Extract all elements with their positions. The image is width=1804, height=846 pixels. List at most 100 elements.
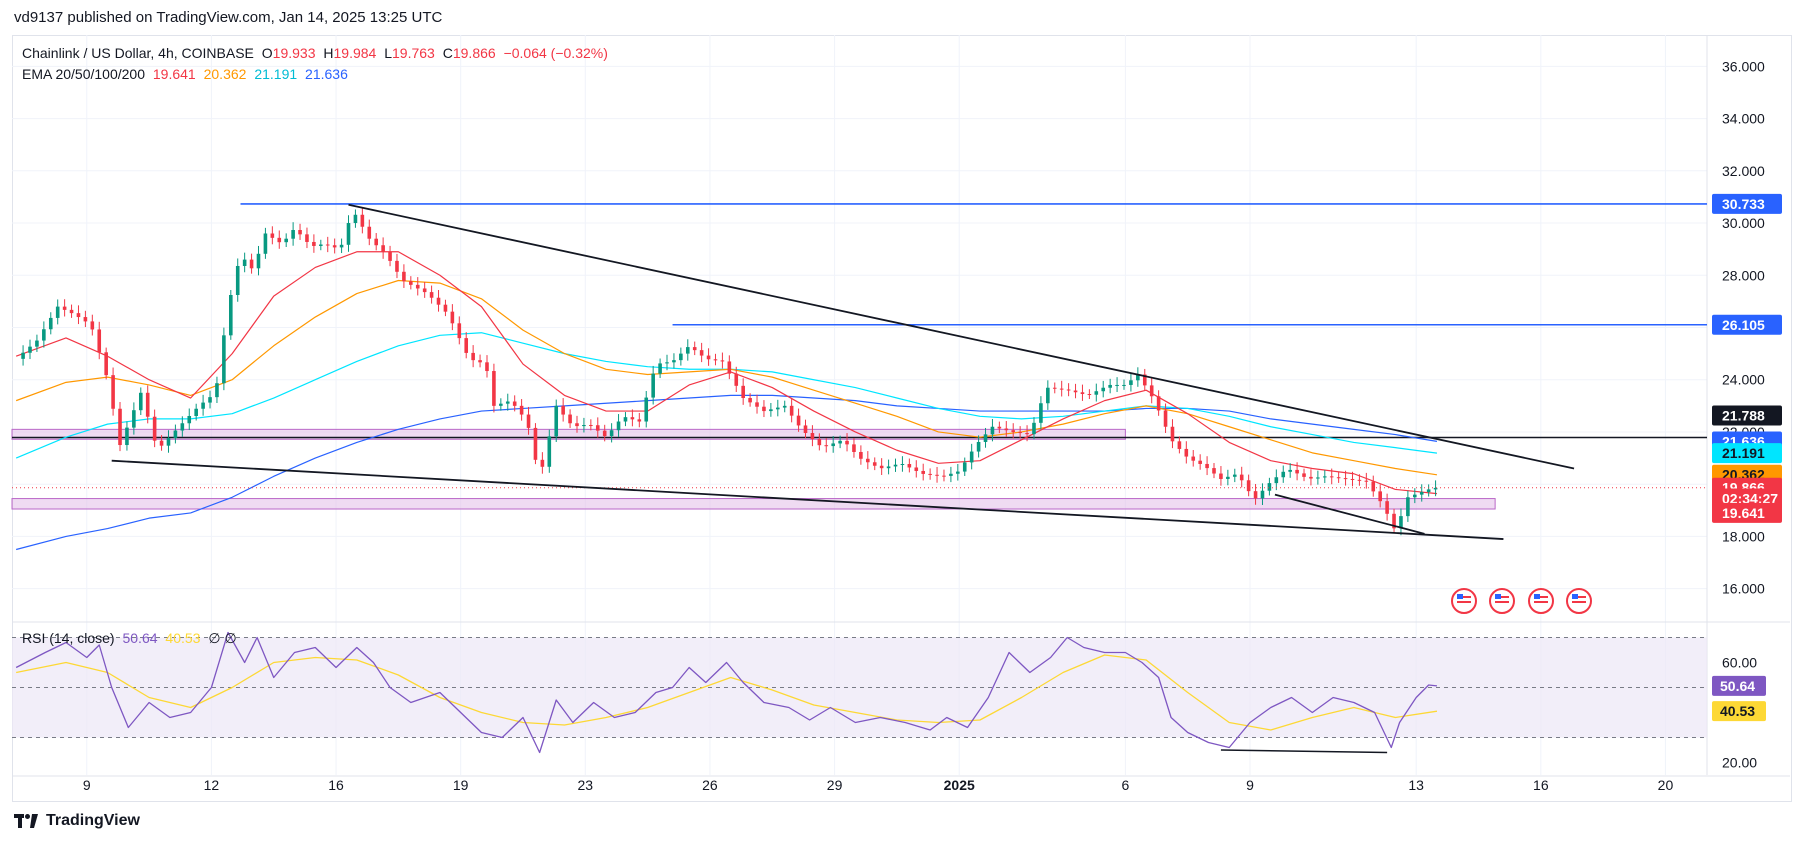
time-axis-tick: 16	[1533, 777, 1549, 793]
candle-body	[118, 408, 122, 446]
candle-body	[817, 439, 822, 446]
candle-body	[775, 407, 780, 410]
candle-body	[1052, 387, 1057, 389]
candle-body	[748, 398, 752, 403]
candle-body	[159, 440, 164, 446]
candle-body	[215, 383, 219, 398]
candle-body	[305, 234, 309, 242]
time-axis-tick: 26	[702, 777, 718, 793]
trendline	[348, 203, 1575, 470]
close-value: 19.866	[452, 45, 496, 61]
candle-body	[582, 425, 586, 427]
ema200-value: 21.636	[305, 66, 348, 82]
candle-body	[415, 284, 420, 289]
candle-body	[1260, 490, 1265, 499]
price-axis-tick: 16.000	[1722, 581, 1765, 597]
candle-body	[83, 317, 88, 322]
candle-body	[561, 405, 565, 415]
candle-body	[782, 405, 787, 408]
candle-body	[623, 417, 628, 422]
rsi-divergence-line	[1220, 749, 1388, 754]
flag-stripe	[1495, 601, 1509, 603]
time-axis-tick: 19	[453, 777, 469, 793]
candle-body	[852, 444, 856, 452]
candle-body	[457, 323, 462, 339]
candle-body	[319, 244, 323, 246]
ema20-line	[15, 251, 1438, 495]
candle-body	[519, 405, 524, 415]
time-axis-tick: 23	[578, 777, 594, 793]
price-label-bg	[1712, 502, 1782, 523]
candle-body	[21, 352, 25, 359]
tradingview-logo[interactable]: TradingView	[14, 812, 140, 830]
candle-body	[277, 237, 282, 243]
candle-body	[222, 335, 226, 384]
candle-body	[1309, 476, 1313, 479]
candle-body	[485, 362, 489, 372]
price-label-bg	[1712, 443, 1782, 464]
candle-body	[1288, 469, 1292, 472]
flag-canton	[1572, 594, 1578, 599]
candle-body	[1046, 387, 1050, 404]
candle-body	[1253, 491, 1258, 499]
rsi-label: RSI (14, close)	[22, 630, 115, 646]
candle-body	[194, 408, 198, 417]
candle-body	[1039, 403, 1043, 423]
candle-body	[1129, 380, 1133, 385]
candle-body	[1219, 473, 1223, 479]
rsi-value-label-bg	[1712, 701, 1766, 722]
ema-label: EMA 20/50/100/200	[22, 66, 145, 82]
ema50-value: 20.362	[203, 66, 247, 82]
candle-body	[1267, 483, 1272, 491]
candle-body	[886, 466, 891, 469]
candle-body	[1101, 387, 1106, 392]
candle-body	[505, 401, 510, 404]
candle-body	[533, 427, 538, 460]
candle-body	[1032, 422, 1036, 435]
candle-body	[62, 306, 67, 310]
hline-price-label-bg	[1712, 193, 1782, 214]
rsi-legend[interactable]: RSI (14, close) 50.64 40.53 ∅ ∅	[22, 630, 241, 647]
candle-body	[132, 410, 136, 428]
candle-body	[1163, 410, 1168, 427]
hline-price-label: 30.733	[1722, 196, 1765, 212]
candle-body	[1226, 476, 1230, 479]
candle-body	[1406, 497, 1410, 517]
candle-body	[1281, 471, 1286, 478]
tradingview-logo-icon	[14, 814, 40, 828]
candle-body	[499, 403, 503, 406]
candle-body	[1399, 516, 1403, 529]
candle-body	[616, 421, 621, 431]
ema-legend[interactable]: EMA 20/50/100/200 19.641 20.362 21.191 2…	[22, 66, 352, 82]
symbol-title: Chainlink / US Dollar, 4h, COINBASE	[22, 45, 254, 61]
price-label: 02:34:27	[1722, 491, 1778, 507]
candle-body	[595, 425, 600, 431]
candle-body	[879, 465, 884, 469]
candle-body	[990, 426, 995, 435]
candle-body	[471, 352, 475, 361]
time-axis-tick: 29	[827, 777, 843, 793]
candle-body	[450, 311, 455, 324]
candle-body	[672, 360, 676, 363]
candle-body	[831, 443, 835, 447]
candle-body	[679, 353, 683, 361]
rsi-line	[15, 631, 1438, 754]
rsi-ma-value: 40.53	[165, 630, 201, 646]
candle-body	[367, 226, 372, 239]
candle-body	[762, 406, 766, 412]
candle-body	[1302, 473, 1306, 477]
flag-stripe	[1457, 601, 1471, 603]
candle-body	[298, 230, 302, 235]
candle-body	[644, 397, 649, 422]
candle-body	[893, 464, 898, 467]
candle-body	[1156, 396, 1161, 411]
candle-body	[976, 441, 981, 452]
candle-body	[346, 223, 351, 245]
candle-body	[547, 436, 552, 467]
main-legend[interactable]: Chainlink / US Dollar, 4h, COINBASE O19.…	[22, 45, 612, 61]
change-value: −0.064 (−0.32%)	[503, 45, 608, 61]
candle-body	[1343, 478, 1348, 480]
candle-body	[291, 230, 295, 239]
candle-body	[997, 426, 1002, 429]
